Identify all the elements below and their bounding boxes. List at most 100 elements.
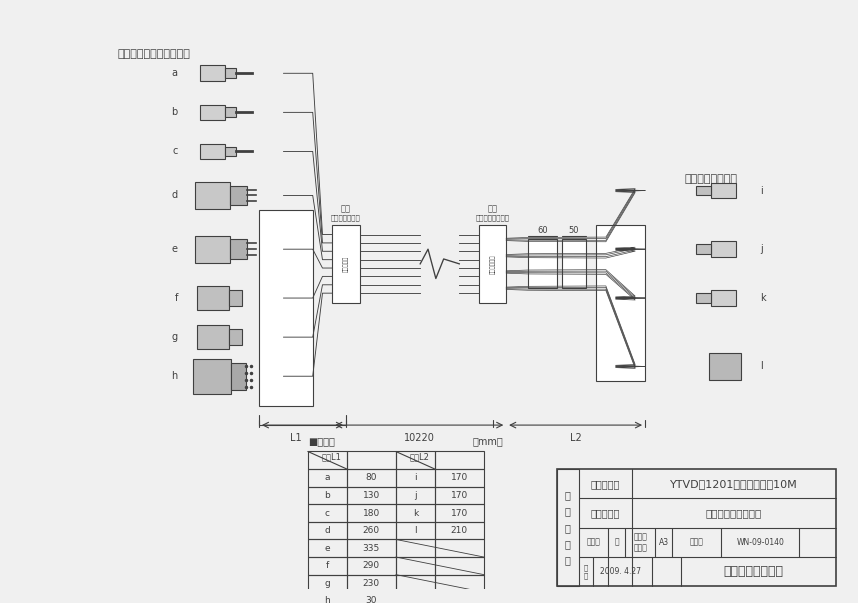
Text: j: j bbox=[414, 491, 417, 500]
Bar bbox=[196, 182, 230, 209]
Bar bbox=[347, 522, 396, 540]
Bar bbox=[435, 575, 484, 592]
Text: WN-09-0140: WN-09-0140 bbox=[736, 538, 784, 547]
Text: （mm）: （mm） bbox=[473, 437, 504, 447]
Bar bbox=[225, 107, 237, 117]
Bar bbox=[308, 452, 347, 469]
Text: 尺　度: 尺 度 bbox=[586, 538, 600, 547]
Bar bbox=[396, 575, 435, 592]
Bar bbox=[308, 540, 347, 557]
Text: 原　紙
サイズ: 原 紙 サイズ bbox=[633, 532, 647, 552]
Text: モニター側: モニター側 bbox=[343, 256, 348, 272]
Bar bbox=[396, 487, 435, 504]
Text: c: c bbox=[325, 508, 329, 517]
Text: L2: L2 bbox=[570, 433, 582, 443]
Bar bbox=[308, 575, 347, 592]
Text: f: f bbox=[326, 561, 329, 570]
Bar bbox=[259, 210, 312, 406]
Bar bbox=[347, 557, 396, 575]
Bar bbox=[194, 359, 231, 394]
Text: 30: 30 bbox=[366, 596, 378, 603]
Text: 335: 335 bbox=[363, 544, 380, 553]
Text: 60: 60 bbox=[537, 226, 547, 235]
Bar bbox=[396, 469, 435, 487]
Text: a: a bbox=[172, 68, 178, 78]
Bar bbox=[308, 592, 347, 603]
Text: YTVD－1201中継コード　10M: YTVD－1201中継コード 10M bbox=[670, 479, 798, 488]
Text: a: a bbox=[324, 473, 330, 482]
Text: タグ: タグ bbox=[487, 204, 498, 213]
Bar bbox=[557, 469, 836, 586]
Bar bbox=[479, 225, 506, 303]
Bar bbox=[396, 452, 435, 469]
Text: 170: 170 bbox=[450, 491, 468, 500]
Bar bbox=[347, 469, 396, 487]
Bar bbox=[396, 592, 435, 603]
Text: 260: 260 bbox=[363, 526, 380, 535]
Text: b: b bbox=[324, 491, 330, 500]
Text: e: e bbox=[172, 244, 178, 254]
Text: （チューナー側）: （チューナー側） bbox=[475, 214, 510, 221]
Text: 180: 180 bbox=[363, 508, 380, 517]
Text: f: f bbox=[174, 293, 178, 303]
Text: A3: A3 bbox=[658, 538, 668, 547]
Bar bbox=[435, 522, 484, 540]
Bar bbox=[435, 452, 484, 469]
Text: d: d bbox=[324, 526, 330, 535]
Text: h: h bbox=[324, 596, 330, 603]
Bar bbox=[229, 290, 242, 306]
Text: 一: 一 bbox=[614, 538, 619, 547]
Text: l: l bbox=[414, 526, 417, 535]
Text: 10220: 10220 bbox=[404, 433, 435, 443]
Bar bbox=[200, 104, 225, 120]
Text: k: k bbox=[413, 508, 418, 517]
Bar bbox=[308, 522, 347, 540]
Text: b: b bbox=[172, 107, 178, 118]
Text: e: e bbox=[324, 544, 330, 553]
Bar bbox=[435, 504, 484, 522]
Text: 290: 290 bbox=[363, 561, 380, 570]
Bar bbox=[200, 66, 225, 81]
Bar bbox=[230, 186, 247, 205]
Bar bbox=[231, 362, 246, 390]
Text: 長さL2: 長さL2 bbox=[409, 452, 429, 461]
Bar bbox=[435, 592, 484, 603]
Bar bbox=[197, 326, 229, 349]
Bar bbox=[230, 239, 247, 259]
Bar bbox=[347, 540, 396, 557]
Bar bbox=[229, 329, 242, 345]
Text: d: d bbox=[172, 191, 178, 200]
Bar bbox=[396, 504, 435, 522]
Text: 図　　　名: 図 名 bbox=[590, 508, 620, 518]
Bar bbox=[225, 147, 237, 156]
Text: i: i bbox=[760, 186, 763, 195]
Text: L1: L1 bbox=[290, 433, 301, 443]
Bar bbox=[711, 290, 736, 306]
Bar bbox=[197, 286, 229, 310]
Bar bbox=[308, 557, 347, 575]
Text: 名　称　寸　法　図: 名 称 寸 法 図 bbox=[706, 508, 762, 518]
Bar bbox=[711, 241, 736, 257]
Text: g: g bbox=[172, 332, 178, 342]
Bar bbox=[347, 504, 396, 522]
Text: g: g bbox=[324, 579, 330, 588]
Text: 230: 230 bbox=[363, 579, 380, 588]
Bar bbox=[696, 293, 711, 303]
Bar bbox=[557, 469, 578, 586]
Bar bbox=[528, 239, 557, 288]
Text: チューナー側: チューナー側 bbox=[490, 254, 495, 274]
Bar bbox=[396, 522, 435, 540]
Text: j: j bbox=[760, 244, 763, 254]
Bar bbox=[696, 244, 711, 254]
Text: 80: 80 bbox=[366, 473, 378, 482]
Bar bbox=[347, 487, 396, 504]
Bar bbox=[596, 225, 645, 381]
Text: ■寸法表: ■寸法表 bbox=[308, 437, 335, 447]
Text: l: l bbox=[760, 361, 763, 371]
Bar bbox=[308, 487, 347, 504]
Text: チューナーへ接続: チューナーへ接続 bbox=[684, 174, 737, 184]
Bar bbox=[711, 183, 736, 198]
Bar bbox=[347, 592, 396, 603]
Bar bbox=[396, 540, 435, 557]
Text: h: h bbox=[172, 371, 178, 381]
